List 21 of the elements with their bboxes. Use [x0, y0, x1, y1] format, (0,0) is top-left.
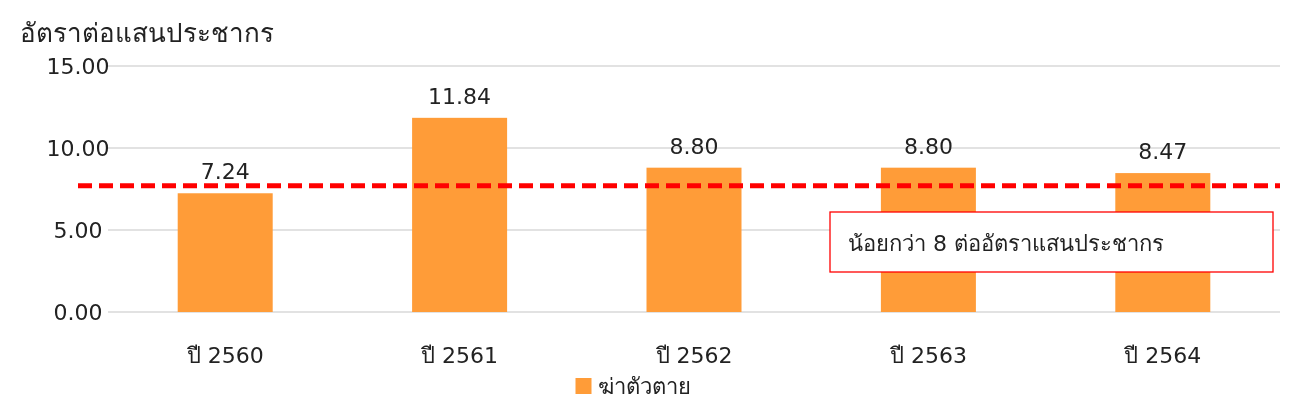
- legend-label: ฆ่าตัวตาย: [597, 374, 691, 399]
- y-tick-label: 5.00: [53, 218, 103, 243]
- x-tick-label: ปี 2562: [654, 343, 733, 368]
- y-tick-label: 10.00: [46, 136, 110, 161]
- ref-label-box: น้อยกว่า 8 ต่ออัตราแสนประชากร: [829, 211, 1274, 273]
- x-tick-label: ปี 2564: [1123, 343, 1202, 368]
- bar: [177, 193, 273, 312]
- x-tick-label: ปี 2560: [185, 343, 264, 368]
- bar: [646, 167, 742, 312]
- data-label: 7.24: [200, 159, 250, 185]
- x-tick-label: ปี 2561: [420, 343, 499, 368]
- data-label: 8.80: [669, 133, 719, 159]
- x-tick-label: ปี 2563: [888, 343, 967, 368]
- data-label: 8.47: [1138, 139, 1188, 165]
- data-label: 8.80: [903, 133, 953, 159]
- y-tick-label: 0.00: [53, 300, 103, 325]
- ref-line-label: น้อยกว่า 8 ต่ออัตราแสนประชากร: [848, 231, 1164, 256]
- data-label: 11.84: [428, 83, 492, 109]
- y-tick-label: 15.00: [46, 54, 110, 79]
- y-axis-title: อัตราต่อแสนประชากร: [20, 18, 274, 48]
- bar: [412, 117, 508, 312]
